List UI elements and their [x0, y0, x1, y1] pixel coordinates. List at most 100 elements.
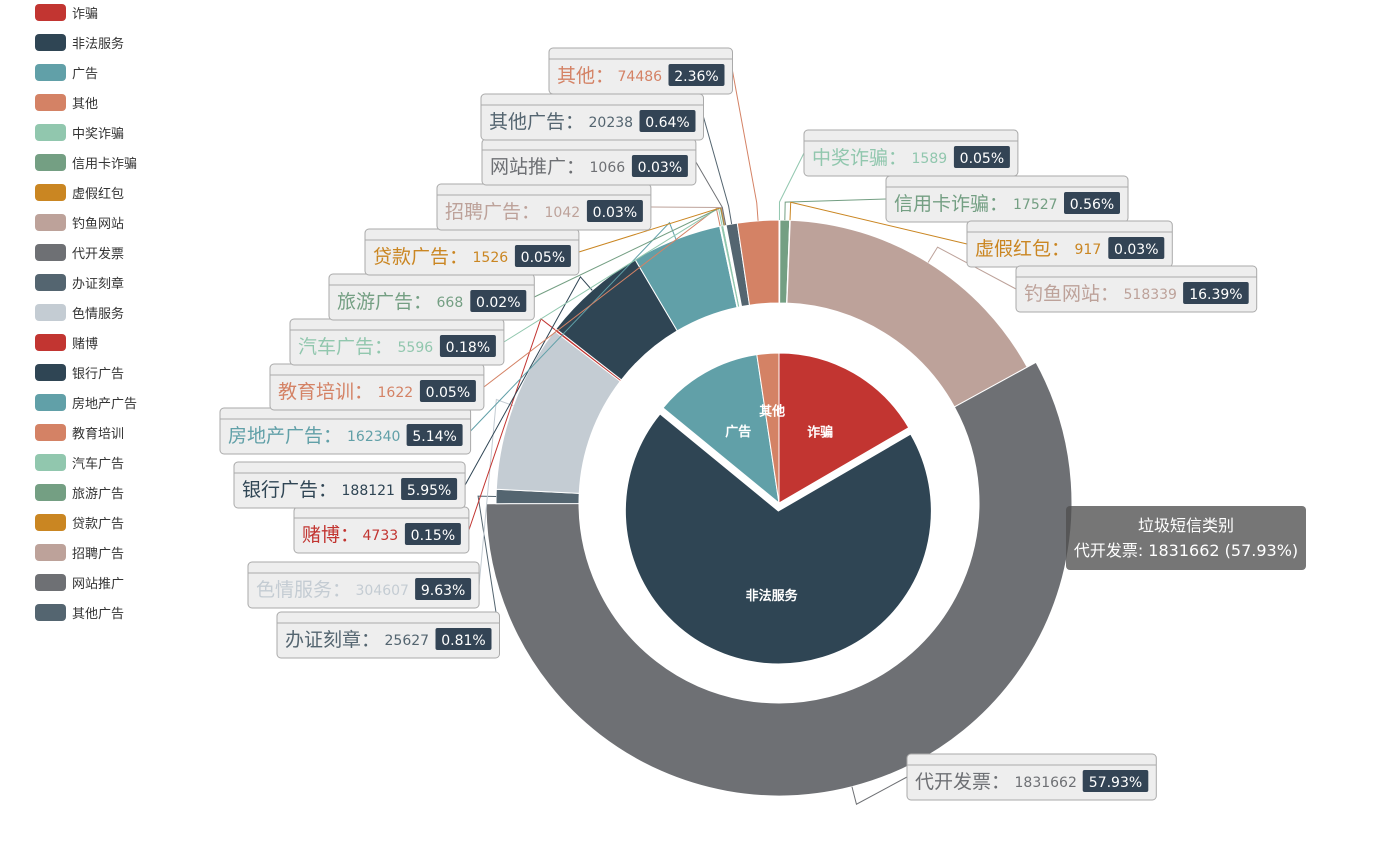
label-percent-badge — [639, 110, 696, 132]
legend-swatch — [35, 603, 66, 621]
label-value: 162340 — [347, 429, 400, 445]
legend-label: 钓鱼网站 — [72, 216, 125, 232]
label-leader-line — [732, 70, 759, 221]
label-percent-badge — [435, 628, 492, 650]
legend-swatch — [35, 123, 66, 141]
legend-item[interactable]: 其他广告 — [35, 602, 195, 622]
legend-label: 网站推广 — [72, 576, 125, 592]
label-value: 74486 — [618, 69, 663, 85]
label-value: 4733 — [363, 528, 399, 544]
outer-slice-label: 银行广告： 188121 5.95% — [233, 461, 466, 509]
legend-item[interactable]: 办证刻章 — [35, 272, 195, 292]
legend-item[interactable]: 旅游广告 — [35, 482, 195, 502]
label-percent: 0.56% — [1070, 197, 1114, 213]
legend-swatch — [35, 453, 66, 471]
label-percent: 9.63% — [421, 583, 465, 599]
legend-label: 汽车广告 — [72, 456, 125, 472]
outer-slice-label: 色情服务： 304607 9.63% — [247, 561, 480, 609]
legend-swatch — [35, 303, 66, 321]
label-name: 招聘广告： — [445, 201, 540, 223]
label-percent: 16.39% — [1189, 287, 1242, 303]
label-name: 旅游广告： — [337, 291, 432, 313]
inner-slice[interactable] — [756, 352, 780, 504]
label-leader-line — [778, 152, 805, 221]
outer-slice-label: 其他广告： 20238 0.64% — [480, 93, 704, 141]
legend-item[interactable]: 招聘广告 — [35, 542, 195, 562]
label-percent: 0.02% — [476, 295, 520, 311]
outer-slice-label: 代开发票： 1831662 57.93% — [906, 753, 1157, 801]
legend-item[interactable]: 网站推广 — [35, 572, 195, 592]
legend-label: 非法服务 — [72, 36, 125, 52]
legend-item[interactable]: 中奖诈骗 — [35, 122, 195, 142]
label-percent-badge — [586, 200, 643, 222]
legend-label: 色情服务 — [72, 306, 125, 322]
legend-swatch — [35, 333, 66, 351]
label-value: 1526 — [473, 250, 509, 266]
label-name: 其他广告： — [489, 111, 584, 133]
label-percent-badge — [470, 290, 527, 312]
legend-item[interactable]: 房地产广告 — [35, 392, 195, 412]
legend-swatch — [35, 273, 66, 291]
outer-slice[interactable] — [736, 219, 780, 306]
legend-item[interactable]: 虚假红包 — [35, 182, 195, 202]
label-name: 虚假红包： — [975, 238, 1070, 260]
legend-item[interactable]: 非法服务 — [35, 32, 195, 52]
label-leader-line — [789, 201, 968, 245]
outer-slice-label: 虚假红包： 917 0.03% — [966, 220, 1173, 268]
inner-slice[interactable] — [778, 352, 910, 504]
label-name: 其他： — [557, 65, 614, 87]
legend-item[interactable]: 信用卡诈骗 — [35, 152, 195, 172]
label-leader-line — [650, 206, 726, 226]
legend-label: 中奖诈骗 — [72, 126, 125, 142]
label-name: 色情服务： — [256, 579, 351, 601]
label-percent: 0.05% — [960, 151, 1004, 167]
label-value: 917 — [1075, 242, 1102, 258]
legend-item[interactable]: 贷款广告 — [35, 512, 195, 532]
legend-item[interactable]: 其他 — [35, 92, 195, 112]
label-leader-line — [927, 246, 1017, 290]
legend-swatch — [35, 213, 66, 231]
legend-swatch — [35, 483, 66, 501]
label-percent: 0.03% — [1114, 242, 1158, 258]
legend-swatch — [35, 3, 66, 21]
label-percent: 57.93% — [1089, 775, 1142, 791]
label-leader-line — [784, 198, 887, 221]
legend-swatch — [35, 153, 66, 171]
legend-item[interactable]: 诈骗 — [35, 2, 195, 22]
label-percent: 0.81% — [441, 633, 485, 649]
legend-item[interactable]: 银行广告 — [35, 362, 195, 382]
label-name: 代开发票： — [915, 771, 1010, 793]
label-percent-badge — [1108, 237, 1165, 259]
inner-slice[interactable] — [662, 354, 780, 505]
label-value: 25627 — [385, 633, 430, 649]
inner-slice-label: 广告 — [725, 424, 751, 440]
legend-label: 招聘广告 — [72, 546, 125, 562]
label-leader-line — [695, 161, 727, 226]
tooltip-series-name: 垃圾短信类别 — [1137, 516, 1234, 535]
label-percent-badge — [953, 146, 1010, 168]
inner-slice[interactable] — [624, 413, 932, 665]
legend-swatch — [35, 573, 66, 591]
label-name: 中奖诈骗： — [812, 147, 907, 169]
label-value: 17527 — [1013, 197, 1058, 213]
legend-item[interactable]: 汽车广告 — [35, 452, 195, 472]
label-name: 信用卡诈骗： — [894, 193, 1008, 215]
legend-item[interactable]: 钓鱼网站 — [35, 212, 195, 232]
outer-labels: 中奖诈骗： 1589 0.05% 信用卡诈骗： 17527 0.56% 虚假红包： 917 0.… — [219, 47, 1258, 801]
legend-swatch — [35, 543, 66, 561]
label-percent-badge — [404, 523, 461, 545]
legend-item[interactable]: 教育培训 — [35, 422, 195, 442]
label-percent-badge — [631, 155, 688, 177]
legend-swatch — [35, 423, 66, 441]
legend-item[interactable]: 代开发票 — [35, 242, 195, 262]
outer-slice[interactable] — [485, 361, 1073, 797]
label-name: 教育培训： — [278, 381, 373, 403]
legend-item[interactable]: 色情服务 — [35, 302, 195, 322]
legend-item[interactable]: 广告 — [35, 62, 195, 82]
label-percent: 5.95% — [407, 483, 451, 499]
legend-label: 银行广告 — [72, 366, 125, 382]
label-name: 钓鱼网站： — [1024, 283, 1119, 305]
legend-swatch — [35, 63, 66, 81]
legend-item[interactable]: 赌博 — [35, 332, 195, 352]
